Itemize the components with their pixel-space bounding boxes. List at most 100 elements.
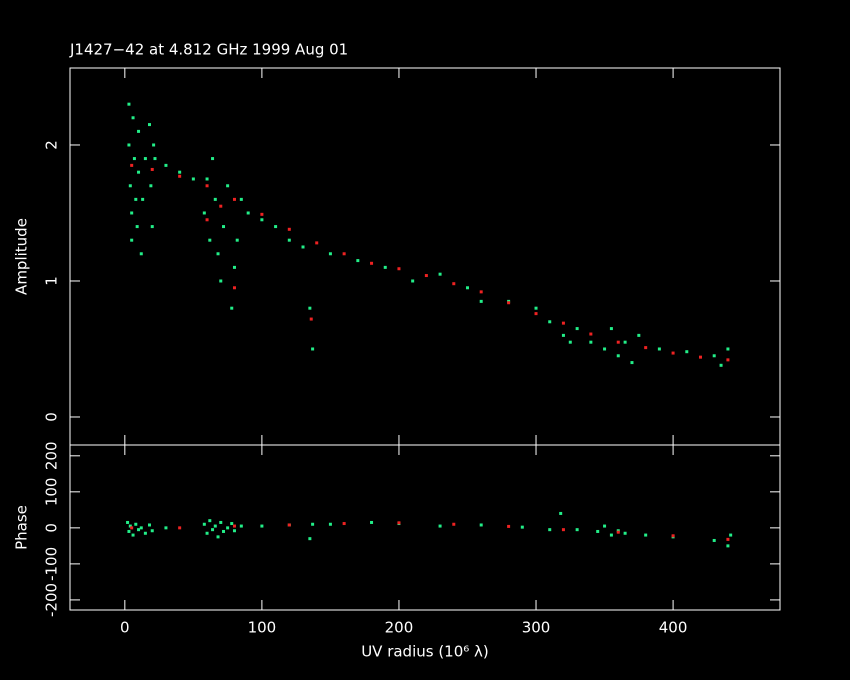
data-point — [130, 238, 134, 242]
data-point — [235, 238, 239, 242]
data-point — [342, 252, 346, 256]
data-point — [131, 533, 135, 537]
data-point — [127, 143, 131, 147]
data-point — [150, 225, 154, 229]
data-point — [596, 529, 600, 533]
data-point — [126, 520, 130, 524]
data-point — [222, 529, 226, 533]
data-point — [311, 347, 315, 351]
data-point — [726, 358, 730, 362]
data-point — [134, 522, 138, 526]
data-point — [205, 531, 209, 535]
data-point — [452, 522, 456, 526]
data-point — [230, 306, 234, 310]
data-point — [150, 167, 154, 171]
data-point — [342, 522, 346, 526]
plot-frame — [69, 444, 781, 611]
data-point — [559, 511, 563, 515]
data-point — [137, 170, 141, 174]
data-point — [130, 163, 134, 167]
data-point — [726, 544, 730, 548]
data-point — [164, 163, 168, 167]
data-point — [149, 184, 153, 188]
data-point — [520, 525, 524, 529]
data-point — [603, 347, 607, 351]
data-point — [712, 538, 716, 542]
data-point — [143, 531, 147, 535]
data-point — [128, 524, 132, 528]
data-point — [232, 265, 236, 269]
data-point — [226, 526, 230, 530]
data-point — [131, 116, 135, 120]
data-point — [479, 290, 483, 294]
data-point — [315, 241, 319, 245]
y-tick-label: 1 — [43, 276, 61, 286]
data-point — [534, 306, 538, 310]
data-point — [424, 274, 428, 278]
data-point — [383, 265, 387, 269]
data-point — [128, 184, 132, 188]
data-point — [397, 521, 401, 525]
y-tick-label: 100 — [43, 478, 61, 507]
data-point — [216, 252, 220, 256]
data-point — [205, 218, 209, 222]
data-point — [589, 340, 593, 344]
x-axis-label: UV radius (10⁶ λ) — [361, 643, 489, 661]
data-point — [141, 197, 145, 201]
data-point — [219, 279, 223, 283]
data-point — [287, 523, 291, 527]
x-tick-label: 400 — [659, 619, 688, 637]
data-point — [211, 528, 215, 532]
data-point — [130, 526, 134, 530]
data-point — [137, 528, 141, 532]
data-point — [644, 533, 648, 537]
data-point — [507, 524, 511, 528]
data-point — [232, 524, 236, 528]
data-point — [232, 529, 236, 533]
data-point — [328, 252, 332, 256]
data-point — [139, 526, 143, 530]
data-point — [561, 321, 565, 325]
data-point — [239, 197, 243, 201]
data-point — [616, 354, 620, 358]
data-point — [222, 225, 226, 229]
y-tick-label: -100 — [43, 547, 61, 581]
data-point — [671, 534, 675, 538]
data-point — [239, 524, 243, 528]
data-point — [726, 347, 730, 351]
data-point — [143, 157, 147, 161]
data-point — [623, 340, 627, 344]
data-point — [671, 351, 675, 355]
chart-title: J1427−42 at 4.812 GHz 1999 Aug 01 — [69, 41, 348, 59]
data-point — [178, 526, 182, 530]
plot-frame — [69, 67, 781, 446]
data-point — [561, 528, 565, 532]
data-point — [287, 227, 291, 231]
data-point — [205, 177, 209, 181]
data-point — [219, 204, 223, 208]
data-point — [164, 526, 168, 530]
data-point — [260, 218, 264, 222]
y-tick-label: 0 — [43, 412, 61, 422]
data-point — [699, 355, 703, 359]
data-point — [719, 363, 723, 367]
data-point — [260, 524, 264, 528]
data-point — [191, 177, 195, 181]
data-point — [147, 123, 151, 127]
data-point — [479, 523, 483, 527]
data-point — [308, 306, 312, 310]
data-point — [134, 197, 138, 201]
data-point — [132, 157, 136, 161]
x-tick-label: 0 — [120, 619, 130, 637]
y-tick-label: -200 — [43, 583, 61, 617]
data-point — [311, 522, 315, 526]
data-point — [575, 327, 579, 331]
data-point — [139, 252, 143, 256]
data-point — [205, 184, 209, 188]
data-point — [213, 197, 217, 201]
data-point — [274, 225, 278, 229]
data-point — [130, 211, 134, 215]
data-point — [246, 211, 250, 215]
data-point — [232, 286, 236, 290]
